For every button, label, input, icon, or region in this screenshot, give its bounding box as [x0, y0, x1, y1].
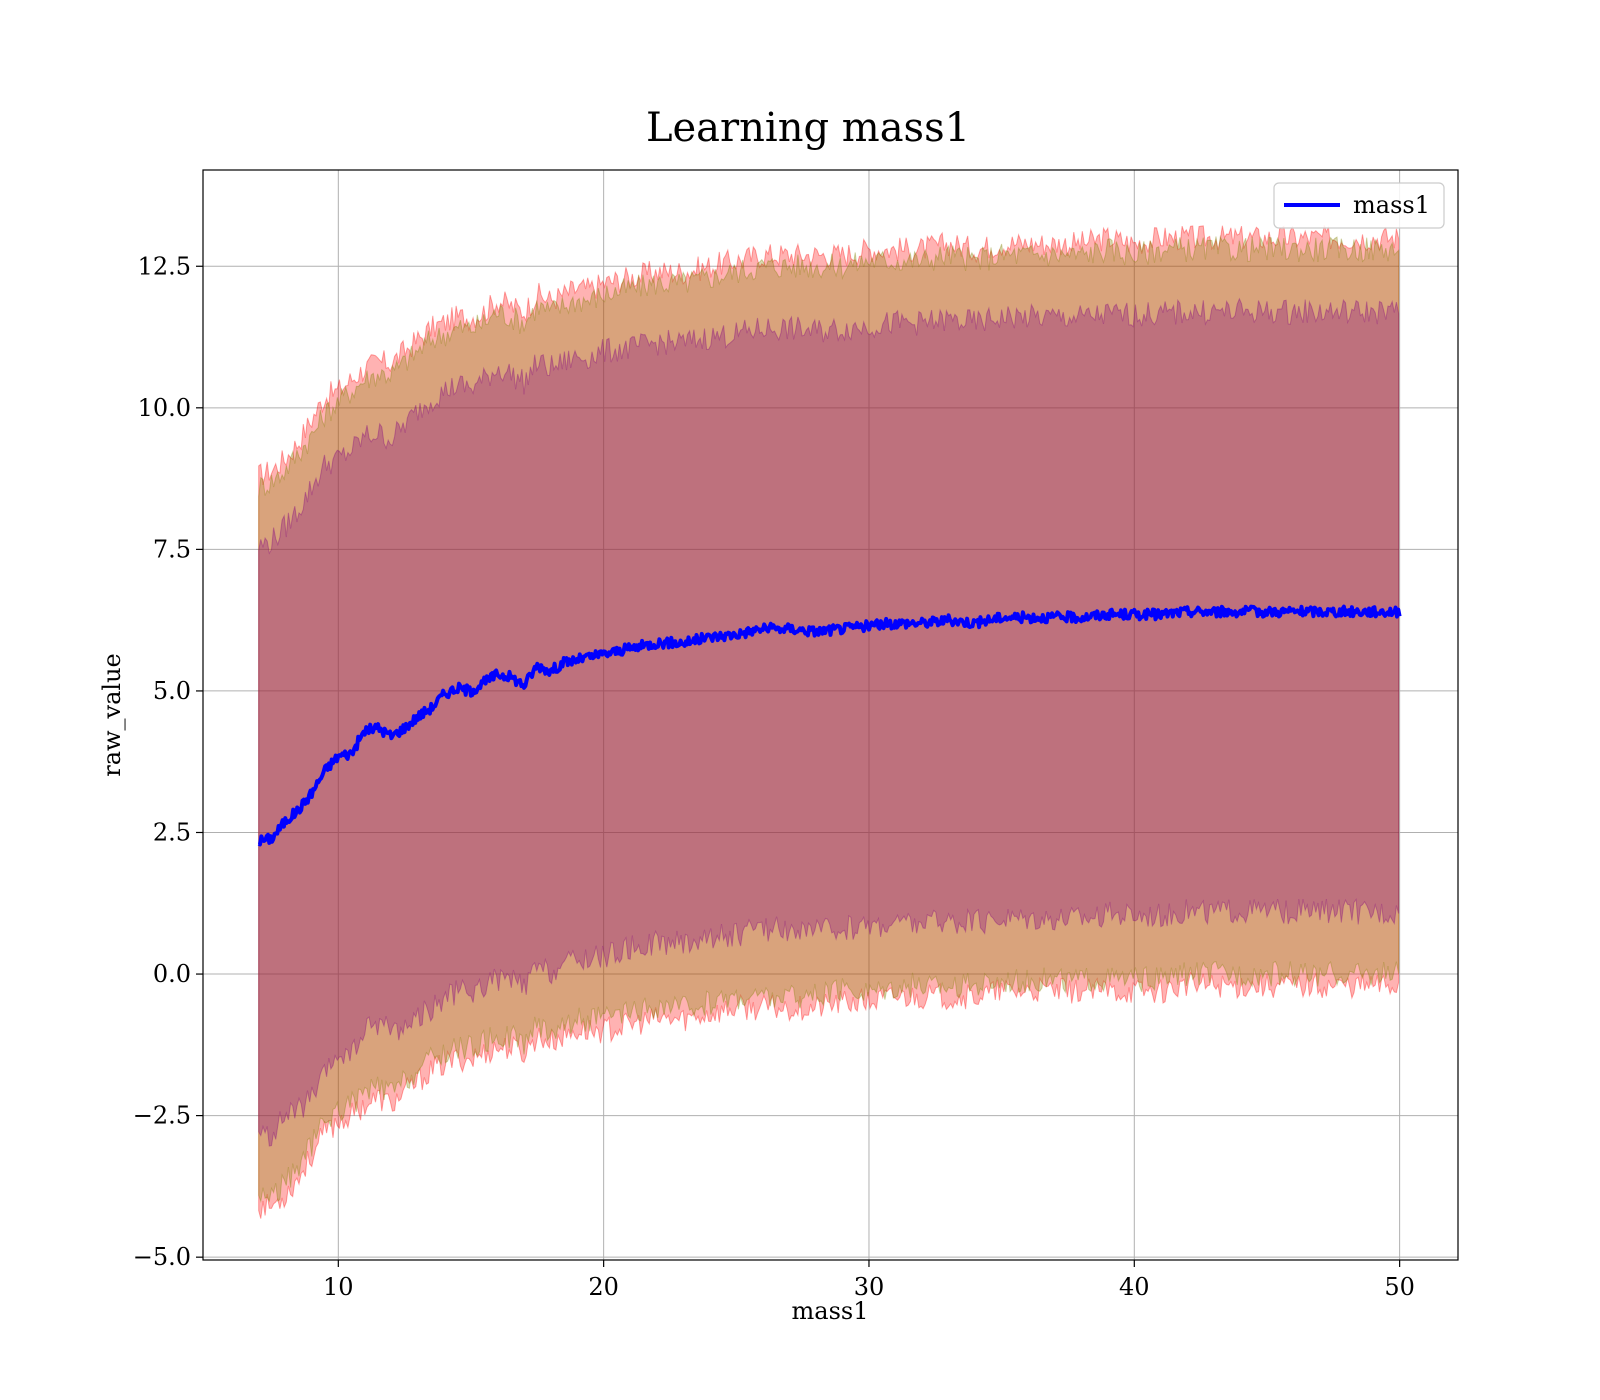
- plot-area: 10 20 30 40 50 −5.0 −2.5 0.0 2.5 5.0 7.5 10.0 12.5: [133, 169, 1459, 1301]
- y-tick-label-5: 7.5: [153, 535, 191, 563]
- y-tick-label-6: 10.0: [138, 394, 191, 422]
- legend-frame: [1273, 182, 1445, 229]
- grid-lines: [203, 170, 1458, 1260]
- x-tick-label-4: 50: [1384, 1273, 1415, 1301]
- y-tick-label-0: −5.0: [133, 1243, 191, 1271]
- x-tick-label-2: 30: [854, 1273, 885, 1301]
- x-tick-label-0: 10: [323, 1273, 354, 1301]
- series-lines: [257, 604, 1402, 847]
- chart-title: Learning mass1: [646, 105, 970, 151]
- band-1: [258, 234, 1400, 1204]
- y-tick-label-3: 2.5: [153, 818, 191, 846]
- axis-ticks: 10 20 30 40 50 −5.0 −2.5 0.0 2.5 5.0 7.5 10.0 12.5: [133, 252, 1415, 1301]
- axes-frame: [202, 169, 1459, 1261]
- legend-label-mass1: mass1: [1353, 191, 1430, 219]
- y-tick-label-1: −2.5: [133, 1102, 191, 1130]
- confidence-bands: [258, 225, 1400, 1219]
- band-2: [258, 297, 1400, 1147]
- x-tick-label-1: 20: [588, 1273, 619, 1301]
- y-tick-label-4: 5.0: [153, 677, 191, 705]
- y-axis-label: raw_value: [98, 653, 126, 777]
- band-0: [258, 225, 1400, 1219]
- y-tick-label-2: 0.0: [153, 960, 191, 988]
- legend: mass1: [1273, 182, 1445, 229]
- y-tick-label-7: 12.5: [138, 252, 191, 280]
- x-axis-label: mass1: [792, 1297, 869, 1325]
- x-tick-label-3: 40: [1119, 1273, 1150, 1301]
- series-line-mass1: [257, 604, 1402, 847]
